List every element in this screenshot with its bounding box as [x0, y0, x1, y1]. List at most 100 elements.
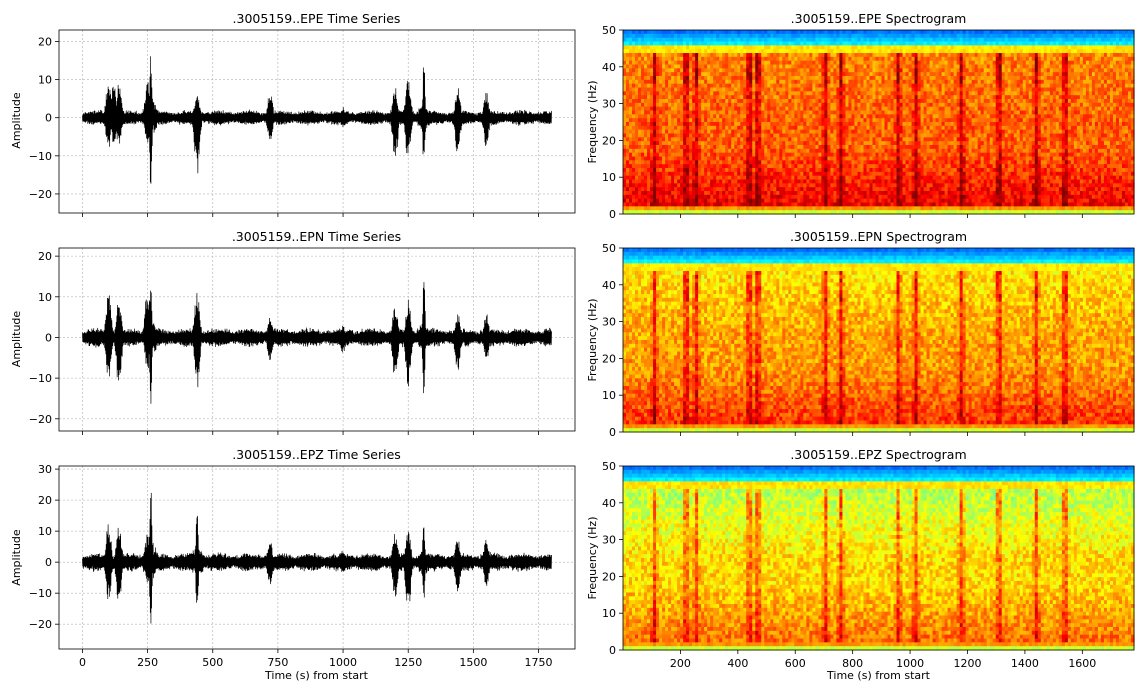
spectrogram-cell — [641, 95, 645, 100]
spectrogram-cell — [674, 156, 678, 161]
spectrogram-cell — [677, 60, 681, 66]
spectrogram-cell — [644, 171, 648, 177]
spectrogram-cell — [671, 145, 675, 150]
spectrogram-cell — [653, 164, 657, 169]
spectrogram-cell — [707, 152, 711, 158]
spectrogram-cell — [668, 106, 672, 112]
spectrogram-cell — [650, 202, 654, 207]
spectrogram-cell — [638, 168, 642, 173]
spectrogram-cell — [668, 37, 672, 43]
spectrogram-cell — [644, 133, 648, 138]
spectrogram-cell — [641, 45, 645, 50]
spectrogram-cell — [698, 168, 702, 173]
spectrogram-cell — [665, 102, 669, 108]
spectrogram-cell — [692, 110, 696, 115]
spectrogram-cell — [674, 30, 678, 35]
y-tick-label: 10 — [38, 74, 52, 87]
spectrogram-cell — [647, 30, 651, 35]
spectrogram-cell — [626, 152, 630, 158]
spectrogram-cell — [653, 168, 657, 173]
spectrogram-cell — [677, 206, 681, 211]
spectrogram-cell — [650, 60, 654, 66]
spectrogram-cell — [677, 175, 681, 181]
spectrogram-cell — [680, 156, 684, 161]
spectrogram-cell — [659, 102, 663, 108]
spectrogram-cell — [653, 171, 657, 177]
spectrogram-cell — [668, 160, 672, 165]
spectrogram-cell — [671, 171, 675, 177]
spectrogram-cell — [623, 171, 627, 177]
spectrogram-cell — [635, 137, 639, 142]
spectrogram-cell — [626, 210, 630, 215]
spectrogram-cell — [710, 56, 714, 62]
spectrogram-cell — [647, 95, 651, 100]
spectrogram-cell — [671, 45, 675, 50]
spectrogram-cell — [671, 79, 675, 85]
spectrogram-cell — [632, 191, 636, 196]
spectrogram-cell — [683, 164, 687, 169]
spectrogram-cell — [683, 99, 687, 104]
spectrogram-cell — [659, 164, 663, 169]
spectrogram-cell — [695, 33, 699, 39]
spectrogram-cell — [626, 114, 630, 119]
spectrogram-cell — [647, 168, 651, 173]
spectrogram-cell — [701, 95, 705, 100]
spectrogram-cell — [662, 187, 666, 192]
spectrogram-cell — [692, 33, 696, 39]
spectrogram-cell — [638, 160, 642, 165]
spectrogram-cell — [695, 106, 699, 112]
spectrogram-cell — [704, 68, 708, 73]
spectrogram-cell — [623, 133, 627, 138]
spectrogram-cell — [686, 133, 690, 138]
spectrogram-cell — [623, 83, 627, 89]
spectrogram-cell — [704, 56, 708, 62]
spectrogram-cell — [647, 175, 651, 181]
spectrogram-cell — [626, 145, 630, 150]
spectrogram-cell — [638, 95, 642, 100]
spectrogram-cell — [635, 102, 639, 108]
spectrogram-cell — [686, 171, 690, 177]
spectrogram-cell — [704, 194, 708, 200]
spectrogram-cell — [650, 198, 654, 204]
spectrogram-cell — [659, 191, 663, 196]
spectrogram-cell — [626, 56, 630, 62]
spectrogram-cell — [677, 137, 681, 142]
spectrogram-cell — [671, 198, 675, 204]
spectrogram-cell — [689, 87, 693, 92]
spectrogram-cell — [707, 171, 711, 177]
spectrogram-cell — [644, 87, 648, 92]
spectrogram-cell — [701, 210, 705, 215]
spectrogram-cell — [632, 175, 636, 181]
spectrogram-cell — [647, 68, 651, 73]
spectrogram-cell — [689, 83, 693, 89]
spectrogram-cell — [671, 179, 675, 184]
spectrogram-cell — [644, 183, 648, 188]
spectrogram-cell — [638, 179, 642, 184]
spectrogram-cell — [704, 179, 708, 184]
spectrogram-cell — [692, 183, 696, 188]
spectrogram-cell — [692, 83, 696, 89]
spectrogram-cell — [689, 114, 693, 119]
spectrogram-cell — [698, 206, 702, 211]
y-tick-label: 20 — [38, 35, 52, 48]
spectrogram-cell — [638, 156, 642, 161]
spectrogram-cell — [623, 49, 627, 54]
spectrogram-cell — [665, 179, 669, 184]
spectrogram-cell — [632, 152, 636, 158]
spectrogram-cell — [677, 114, 681, 119]
spectrogram-cell — [641, 49, 645, 54]
spectrogram-cell — [662, 179, 666, 184]
spectrogram-cell — [632, 91, 636, 96]
spectrogram-cell — [644, 76, 648, 81]
spectrogram-cell — [659, 72, 663, 77]
spectrogram-cell — [656, 141, 660, 146]
spectrogram-cell — [638, 202, 642, 207]
spectrogram-cell — [647, 118, 651, 123]
spectrogram-cell — [644, 137, 648, 142]
spectrogram-cell — [707, 76, 711, 81]
spectrogram-cell — [686, 152, 690, 158]
spectrogram-cell — [656, 191, 660, 196]
spectrogram-cell — [695, 198, 699, 204]
spectrogram-cell — [632, 79, 636, 85]
spectrogram-cell — [635, 110, 639, 115]
